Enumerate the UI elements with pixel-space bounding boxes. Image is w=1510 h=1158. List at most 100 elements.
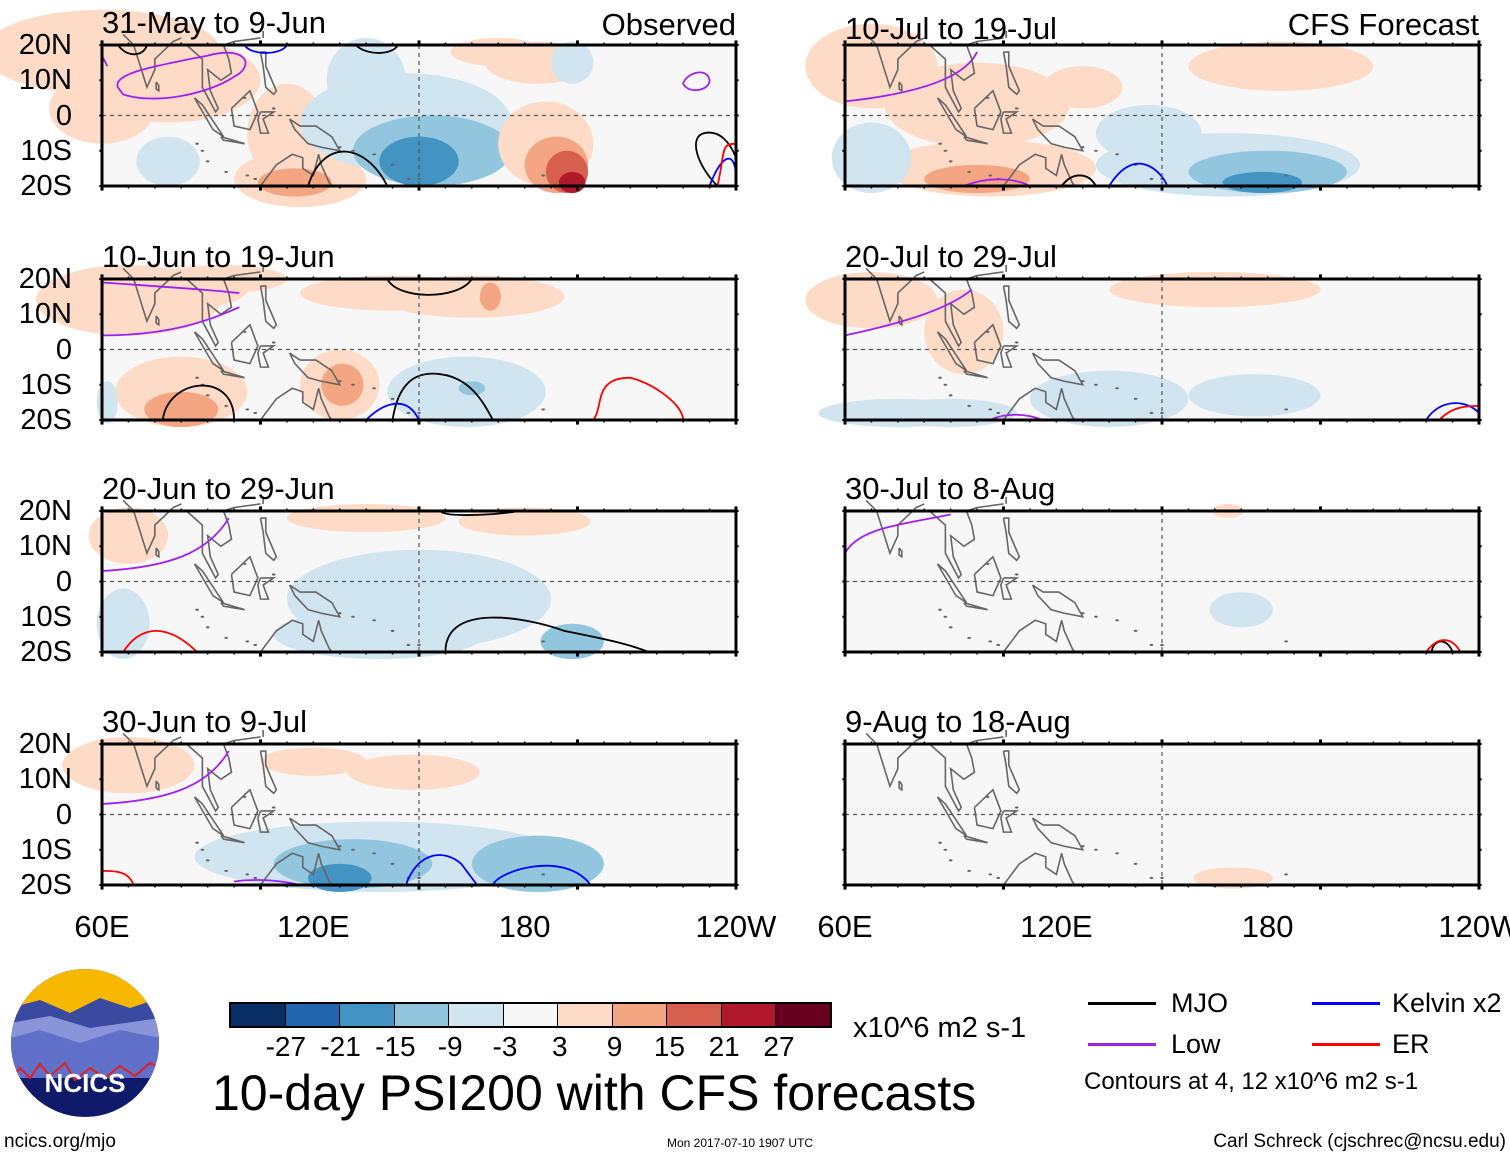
lat-tick-label: 20N: [18, 263, 72, 295]
anomaly-shading: [379, 136, 459, 186]
lon-tick-label: 180: [498, 909, 551, 944]
anomaly-shading: [136, 136, 200, 186]
axis-ticks: [99, 274, 738, 424]
colorbar-tick-label: -3: [492, 1031, 518, 1062]
lat-tick-label: 10N: [18, 530, 72, 563]
footer-author: Carl Schreck (cjschrec@ncsu.edu): [1213, 1131, 1506, 1152]
panel-tag: CFS Forecast: [1287, 7, 1479, 42]
panel-title: 20-Jun to 29-Jun: [102, 471, 335, 506]
footer-url[interactable]: ncics.org/mjo: [4, 1131, 116, 1152]
map-panel: [88, 511, 736, 660]
anomaly-shading: [273, 609, 486, 660]
anomaly-shading: [831, 122, 912, 194]
anomaly-shading: [1095, 104, 1202, 162]
map-panel: [805, 279, 1479, 428]
colorbar-swatch: [558, 1004, 613, 1026]
wave-contour: [102, 518, 229, 571]
anomaly-shading: [308, 863, 372, 893]
colorbar-swatch: [394, 1004, 449, 1026]
colorbar-swatch: [340, 1004, 395, 1026]
anomaly-shading: [559, 171, 586, 194]
legend-label-kelvin: Kelvin x2: [1392, 988, 1502, 1018]
lon-tick-label: 120E: [277, 909, 350, 944]
colorbar-swatch: [721, 1004, 776, 1026]
wave-contour: [117, 53, 245, 99]
colorbar-tick-label: 3: [552, 1031, 568, 1062]
wave-contour: [1439, 406, 1479, 420]
map-panel: [62, 744, 736, 893]
wave-contour: [845, 52, 977, 101]
lon-tick-label: 180: [1241, 909, 1294, 944]
logo-text: NCICS: [45, 1068, 126, 1098]
legend-label-er: ER: [1392, 1029, 1430, 1059]
lon-tick-label: 60E: [74, 909, 130, 944]
wave-contour: [593, 378, 683, 420]
wave-contour: [845, 290, 972, 336]
map-panel: [805, 23, 1479, 197]
legend-line-low: [1088, 1043, 1156, 1046]
wave-contour: [366, 404, 419, 420]
anomaly-shading: [1193, 867, 1273, 889]
colorbar-tick-label: 15: [653, 1031, 685, 1062]
anomaly-shading: [1222, 171, 1303, 194]
colorbar-swatch: [503, 1004, 558, 1026]
lat-tick-label: 10N: [18, 763, 72, 796]
anomaly-shading: [924, 164, 1030, 194]
anomaly-shading: [286, 503, 446, 533]
wave-contour: [308, 152, 387, 186]
anomaly-shading: [96, 588, 150, 660]
colorbar-tick-label: 9: [606, 1031, 623, 1062]
anomaly-shading: [1188, 374, 1321, 417]
lat-tick-label: 20S: [20, 636, 72, 668]
map-panel: [845, 744, 1479, 885]
anomaly-shading: [321, 363, 364, 406]
wave-contour: [356, 45, 398, 53]
lat-tick-label: 20N: [18, 495, 72, 527]
anomaly-shading: [551, 41, 594, 84]
lat-tick-label: 0: [55, 565, 72, 598]
colorbar-tick-label: 27: [763, 1031, 795, 1062]
colorbar-swatch: [231, 1004, 286, 1026]
colorbar-tick-label: 21: [708, 1031, 740, 1062]
colorbar-tick-label: -21: [320, 1031, 361, 1062]
lon-tick-label: 120W: [1438, 909, 1510, 944]
wave-contour: [1426, 640, 1460, 652]
colorbar-swatch: [667, 1004, 722, 1026]
lon-tick-label: 120W: [695, 909, 777, 944]
colorbar-swatch: [285, 1004, 340, 1026]
wave-contour: [123, 631, 197, 652]
map-panel: [0, 9, 736, 208]
anomaly-shading: [326, 37, 406, 123]
lon-tick-label: 60E: [817, 909, 873, 944]
anomaly-shading: [1029, 370, 1189, 428]
anomaly-shading: [260, 747, 367, 776]
contour-note: Contours at 4, 12 x10^6 m2 s-1: [1084, 1068, 1419, 1095]
lat-tick-label: 10S: [20, 600, 72, 633]
ncics-logo: NCICS: [11, 969, 159, 1117]
panel-tag: Observed: [601, 7, 736, 42]
wave-contour: [102, 751, 229, 804]
coastline: [123, 497, 546, 652]
axis-ticks: [842, 739, 1481, 889]
coastline: [866, 265, 1289, 420]
legend-label-low: Low: [1171, 1029, 1221, 1059]
panel-title: 31-May to 9-Jun: [102, 5, 326, 40]
wave-contour: [493, 866, 591, 885]
legend-line-er: [1312, 1043, 1380, 1046]
colorbar: [229, 1002, 832, 1028]
panel-title: 30-Jun to 9-Jul: [102, 704, 308, 739]
anomaly-shading: [1209, 592, 1273, 628]
lat-tick-label: 10S: [20, 368, 72, 401]
wave-contour: [102, 307, 239, 335]
lat-tick-label: 0: [55, 99, 72, 132]
axis-ticks: [99, 40, 738, 190]
wave-contour: [1109, 164, 1167, 186]
figure-title: 10-day PSI200 with CFS forecasts: [212, 1065, 977, 1121]
colorbar-swatch: [449, 1004, 504, 1026]
colorbar-units: x10^6 m2 s-1: [853, 1012, 1027, 1044]
anomaly-shading: [1043, 66, 1123, 109]
legend-line-kelvin: [1312, 1002, 1380, 1005]
axis-ticks: [842, 274, 1481, 424]
wave-contour: [393, 374, 493, 420]
anomaly-shading: [96, 381, 118, 424]
